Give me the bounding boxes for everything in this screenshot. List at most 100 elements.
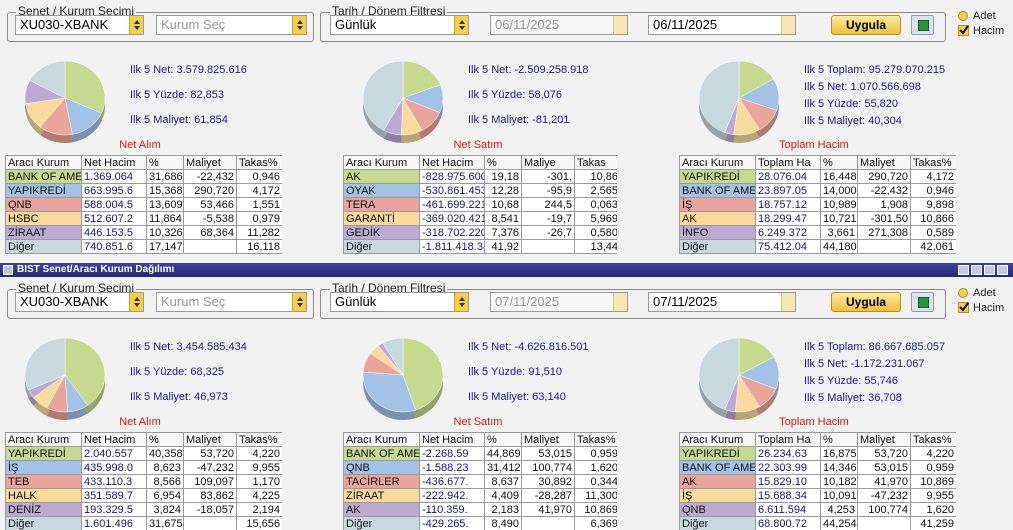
table-row[interactable]: ZİRAAT 446.153.5 10,326 68,364 11,282 <box>5 225 282 240</box>
window-control[interactable] <box>997 265 1008 275</box>
table-row[interactable]: QNB -1.588.23 31,412 100,774 1,620 <box>343 460 617 475</box>
table-row[interactable]: HSBC 512.607.2 11,864 -5,538 0,979 <box>5 211 282 226</box>
date-picker-button[interactable] <box>781 293 795 311</box>
table-cell: -22,432 <box>183 169 237 184</box>
group-label: Senet / Kurum Seçimi <box>16 4 137 18</box>
table-row[interactable]: AK-828.975.600,2819,18-301,10,86 <box>343 169 617 184</box>
table-cell: -47,232 <box>183 460 237 475</box>
date-field[interactable]: 06/11/2025 <box>490 15 628 35</box>
table-row[interactable]: YAPIKREDİ 663.995.6 15,368 290,720 4,172 <box>5 183 282 198</box>
table-row[interactable]: GARANTİ-369.020.421,988,541-19,75,969 <box>343 211 617 226</box>
stat-line: Ilk 5 Toplam: 86.667.685.057 <box>804 341 946 353</box>
date-field[interactable]: 07/11/2025 <box>648 292 796 312</box>
table-row[interactable]: AK 18.299.47 10,721 -301,50 10,866 <box>679 211 956 226</box>
table-row[interactable]: İŞ 18.757.12 10,989 1,908 9,898 <box>679 197 956 212</box>
date-field[interactable]: 06/11/2025 <box>648 15 796 35</box>
checkbox-hacim[interactable] <box>958 302 969 313</box>
broker-table: Aracı Kurum Net Hacim% Maliyet Takas% BANK O… <box>343 432 617 530</box>
table-cell: 4,220 <box>236 446 282 461</box>
kurum-combo[interactable]: Kurum Seç <box>156 292 307 312</box>
apply-button[interactable]: Uygula <box>831 292 901 312</box>
date-picker-button[interactable] <box>781 16 795 34</box>
date-picker-button[interactable] <box>613 293 627 311</box>
radio-adet[interactable] <box>958 288 968 298</box>
combo-button[interactable] <box>292 16 306 34</box>
combo-button[interactable] <box>129 16 143 34</box>
table-row[interactable]: İNFO 6.249.372 3,661 271,308 0,589 <box>679 225 956 240</box>
senet-combo[interactable]: XU030-XBANK <box>15 292 144 312</box>
table-row[interactable]: YAPIKREDİ 26.234.63 16,875 53,720 4,220 <box>679 446 956 461</box>
combo-button[interactable] <box>454 16 468 34</box>
table-row[interactable]: AK -110.359. 2,183 41,970 10,869 <box>343 502 617 517</box>
stat-line: Ilk 5 Net: 1.070.566.698 <box>804 81 921 93</box>
period-combo[interactable]: Günlük <box>330 15 469 35</box>
table-row[interactable]: TEB 433.110.3 8,566 109,097 1,170 <box>5 474 282 489</box>
apply-button[interactable]: Uygula <box>831 15 901 35</box>
excel-button[interactable] <box>911 292 934 312</box>
table-row[interactable]: GEDİK-318.702.220,867,376-26,70,580 <box>343 225 617 240</box>
table-cell: 3,824 <box>146 502 184 517</box>
radio-adet[interactable] <box>958 11 968 21</box>
table-row[interactable]: Diğer 68.800.72 44,254 41,259 <box>679 516 956 530</box>
window-control[interactable] <box>958 265 969 275</box>
table-cell: 15.829.10 <box>755 474 821 489</box>
window-control[interactable] <box>971 265 982 275</box>
table-row[interactable]: İŞ 435.998.0 8,623 -47,232 9,955 <box>5 460 282 475</box>
table-row[interactable]: YAPIKREDİ 2.040.557 40,358 53,720 4,220 <box>5 446 282 461</box>
table-row[interactable]: BANK OF AME 23.897.05 14,000 -22,432 0,946 <box>679 183 956 198</box>
combo-button[interactable] <box>454 293 468 311</box>
column-header: Aracı Kurum <box>343 432 420 447</box>
table-row[interactable]: BANK OF AME 22.303.99 14,346 53,015 0,959 <box>679 460 956 475</box>
kurum-combo[interactable]: Kurum Seç <box>156 15 307 35</box>
combo-button[interactable] <box>129 293 143 311</box>
table-row[interactable]: OYAK-530.861.453,6012,28-95,92,565 <box>343 183 617 198</box>
close-icon[interactable] <box>3 265 13 275</box>
table-row[interactable]: Diğer 740.851.6 17,147 16,118 <box>5 239 282 254</box>
broker-table-wrap: Aracı Kurum Net Hacim% Maliye Takas AK -828.9… <box>343 155 617 255</box>
checkbox-hacim[interactable] <box>958 25 969 36</box>
column-header: Net Hacim <box>81 155 147 170</box>
stat-line: Ilk 5 Toplam: 95.279.070.215 <box>804 64 946 76</box>
table-row[interactable]: ZİRAAT -222.942. 4,409 -28,287 11,300 <box>343 488 617 503</box>
table-row[interactable]: QNB 6.611.594 4,253 100,774 1,620 <box>679 502 956 517</box>
window-control[interactable] <box>984 265 995 275</box>
table-cell: -18,057 <box>183 502 237 517</box>
pie-title: Toplam Hacim <box>779 139 849 151</box>
combo-arrows <box>459 297 465 307</box>
table-cell: 68.800.72 <box>755 516 821 530</box>
table-row[interactable]: QNB 588.004.5 13,609 53,466 1,551 <box>5 197 282 212</box>
table-cell: 16,875 <box>820 446 858 461</box>
table-row[interactable]: TACİRLER -436.677. 8,637 30,892 0,344 <box>343 474 617 489</box>
table-cell: -47,232 <box>857 488 911 503</box>
table-row[interactable]: HALK 351.589.7 6,954 83,862 4,225 <box>5 488 282 503</box>
table-cell: -110.359. <box>419 502 485 517</box>
table-row[interactable]: Diğer 1.601.496 31,675 15,656 <box>5 516 282 530</box>
broker-name: BANK OF AME <box>679 183 756 198</box>
excel-button[interactable] <box>911 15 934 35</box>
table-row[interactable]: YAPIKREDİ 28.076.04 16,448 290,720 4,172 <box>679 169 956 184</box>
table-row[interactable]: Diğer 75.412.04 44,180 42,061 <box>679 239 956 254</box>
combo-button[interactable] <box>292 293 306 311</box>
period-combo[interactable]: Günlük <box>330 292 469 312</box>
table-row[interactable]: Diğer-1.811.418.382,441,92 13,44 <box>343 239 617 254</box>
table-cell: 290,720 <box>857 169 911 184</box>
arrow-down <box>297 303 303 307</box>
table-cell: -26,7 <box>521 225 575 240</box>
pie-slice <box>362 60 404 131</box>
table-row[interactable]: Diğer -429.265. 8,490 6,369 <box>343 516 617 530</box>
table-row[interactable]: İŞ 15.688.34 10,091 -47,232 9,955 <box>679 488 956 503</box>
table-row[interactable]: AK 15.829.10 10,182 41,970 10,869 <box>679 474 956 489</box>
table-cell: 9,955 <box>236 460 282 475</box>
senet-combo[interactable]: XU030-XBANK <box>15 15 144 35</box>
table-row[interactable]: DENİZ 193.329.5 3,824 -18,057 2,194 <box>5 502 282 517</box>
table-cell: 0,979 <box>236 211 282 226</box>
date-field[interactable]: 07/11/2025 <box>490 292 628 312</box>
pie-slice <box>738 337 775 376</box>
table-row[interactable]: BANK OF AME -2.268.59 44,869 53,015 0,959 <box>343 446 617 461</box>
broker-name: BANK OF AME <box>679 460 756 475</box>
table-cell: 0,580 <box>574 225 617 240</box>
date-picker-button[interactable] <box>613 16 627 34</box>
table-row[interactable]: BANK OF AME 1.369.064 31,686 -22,432 0,946 <box>5 169 282 184</box>
pie-title: Net Satım <box>453 416 503 428</box>
